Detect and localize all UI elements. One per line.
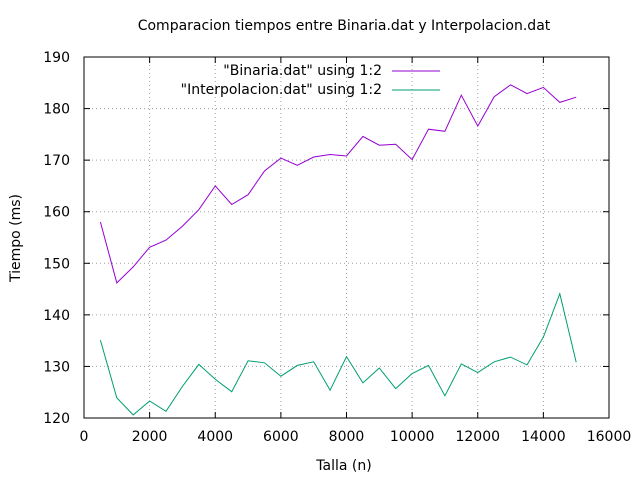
x-tick-label: 10000 — [390, 429, 435, 445]
x-tick-label: 16000 — [587, 429, 632, 445]
y-tick-label: 150 — [43, 256, 70, 272]
x-tick-label: 14000 — [521, 429, 566, 445]
legend: "Binaria.dat" using 1:2 "Interpolacion.d… — [181, 63, 440, 98]
grid — [84, 57, 609, 418]
axis-ticks: 0 2000 4000 6000 8000 10000 12000 14000 16000 120… — [43, 50, 631, 445]
x-tick-label: 2000 — [132, 429, 168, 445]
x-tick-label: 6000 — [263, 429, 299, 445]
x-tick-label: 0 — [80, 429, 89, 445]
x-tick-label: 4000 — [197, 429, 233, 445]
y-tick-label: 180 — [43, 102, 70, 118]
series-lines — [99, 84, 577, 416]
series-line-interpolacion — [99, 292, 577, 416]
x-tick-label: 8000 — [329, 429, 365, 445]
y-tick-label: 160 — [43, 205, 70, 221]
y-tick-label: 170 — [43, 153, 70, 169]
y-tick-label: 120 — [43, 411, 70, 427]
y-tick-label: 190 — [43, 50, 70, 66]
chart-title: Comparacion tiempos entre Binaria.dat y … — [138, 18, 551, 34]
legend-label-binaria: "Binaria.dat" using 1:2 — [223, 63, 382, 79]
x-tick-label: 12000 — [455, 429, 500, 445]
series-line-binaria — [99, 84, 577, 284]
legend-label-interpolacion: "Interpolacion.dat" using 1:2 — [181, 82, 382, 98]
x-axis-label: Talla (n) — [315, 458, 371, 474]
y-tick-label: 130 — [43, 359, 70, 375]
y-axis-label: Tiempo (ms) — [8, 194, 24, 283]
y-tick-label: 140 — [43, 308, 70, 324]
